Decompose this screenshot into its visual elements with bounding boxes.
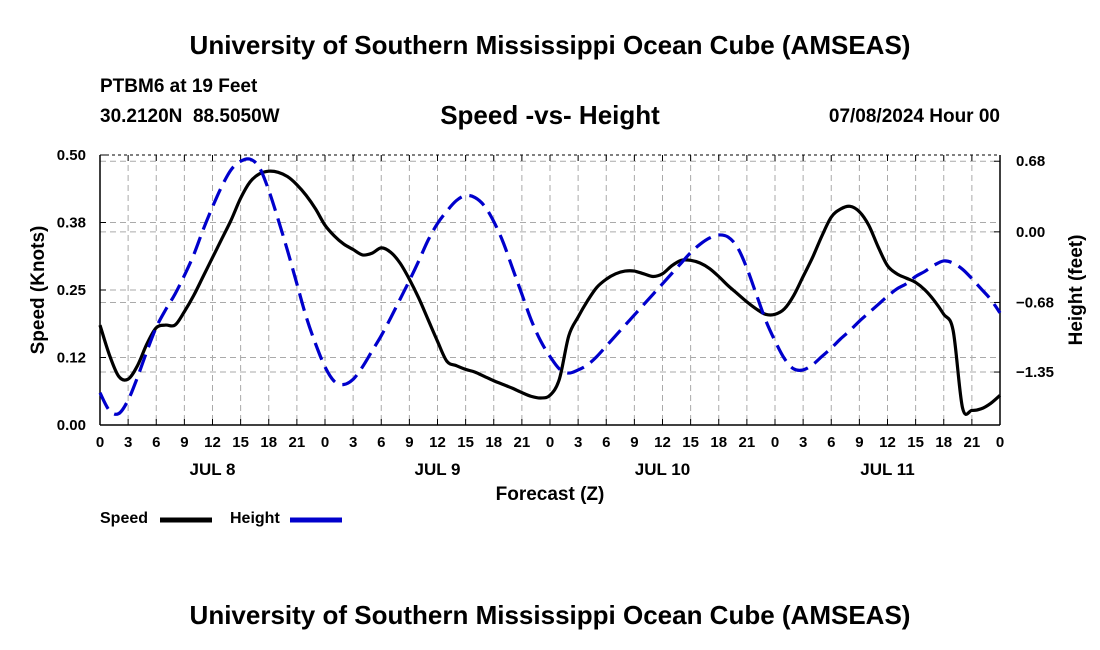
x-tick-label: 9 (405, 434, 413, 451)
x-tick-label: 12 (204, 434, 221, 451)
x-tick-label: 9 (855, 434, 863, 451)
series-line-height (98, 157, 1002, 416)
series-line-speed (98, 169, 1002, 416)
y-tick-label: 0.38 (57, 215, 86, 232)
y-tick-label: 0.00 (57, 417, 86, 434)
grid-layer (100, 155, 1000, 425)
x-tick-label: 12 (879, 434, 896, 451)
station-coordinates: 30.2120N 88.5050W (100, 106, 280, 127)
x-tick-label: 15 (682, 434, 699, 451)
day-label: JUL 10 (635, 460, 690, 479)
x-tick-label: 21 (289, 434, 306, 451)
y2-axis-title: Height (feet) (1066, 235, 1087, 346)
day-label: JUL 11 (860, 460, 915, 479)
x-tick-label: 9 (630, 434, 638, 451)
x-tick-label: 15 (232, 434, 249, 451)
x-tick-label: 6 (152, 434, 160, 451)
footer-title: University of Southern Mississippi Ocean… (189, 600, 911, 630)
x-tick-label: 12 (429, 434, 446, 451)
x-tick-label: 3 (124, 434, 132, 451)
y-tick-label: 0.50 (57, 147, 86, 164)
legend-height-label: Height (230, 510, 280, 527)
y-tick-label: 0.25 (57, 282, 86, 299)
x-tick-label: 21 (514, 434, 531, 451)
page-title: University of Southern Mississippi Ocean… (189, 30, 911, 60)
x-tick-label: 9 (180, 434, 188, 451)
x-tick-label: 12 (654, 434, 671, 451)
x-tick-label: 6 (602, 434, 610, 451)
chart-subtitle: Speed -vs- Height (440, 100, 660, 130)
day-label: JUL 8 (190, 460, 236, 479)
y-tick-label: 0.12 (57, 350, 86, 367)
x-tick-label: 0 (546, 434, 554, 451)
x-tick-label: 6 (827, 434, 835, 451)
day-label: JUL 9 (415, 460, 461, 479)
x-tick-label: 3 (349, 434, 357, 451)
x-tick-label: 15 (907, 434, 924, 451)
x-axis-title: Forecast (Z) (496, 484, 605, 505)
x-tick-label: 0 (96, 434, 104, 451)
y2-tick-label: −0.68 (1016, 294, 1054, 311)
forecast-datetime: 07/08/2024 Hour 00 (828, 106, 1000, 127)
station-label: PTBM6 at 19 Feet (100, 76, 258, 97)
x-tick-label: 0 (771, 434, 779, 451)
x-tick-label: 6 (377, 434, 385, 451)
legend-speed-label: Speed (100, 510, 149, 527)
x-tick-label: 3 (799, 434, 807, 451)
x-tick-label: 0 (321, 434, 329, 451)
axes-layer: 0 3 6 9 12 15 18 21 0 3 6 9 12 15 18 21 0 3 6 9 12 15 18 21 0 3 6 9… (57, 147, 1054, 479)
x-tick-label: 15 (457, 434, 474, 451)
x-tick-label: 18 (485, 434, 502, 451)
y2-tick-label: −1.35 (1016, 364, 1054, 381)
x-tick-label: 0 (996, 434, 1004, 451)
x-tick-label: 18 (260, 434, 277, 451)
series-layer (98, 157, 1002, 416)
x-tick-label: 21 (739, 434, 756, 451)
y-axis-title: Speed (Knots) (28, 226, 49, 355)
y2-tick-label: 0.00 (1016, 224, 1045, 241)
y2-tick-label: 0.68 (1016, 153, 1045, 170)
x-tick-label: 3 (574, 434, 582, 451)
x-tick-label: 21 (964, 434, 981, 451)
x-tick-label: 18 (935, 434, 952, 451)
x-tick-label: 18 (710, 434, 727, 451)
